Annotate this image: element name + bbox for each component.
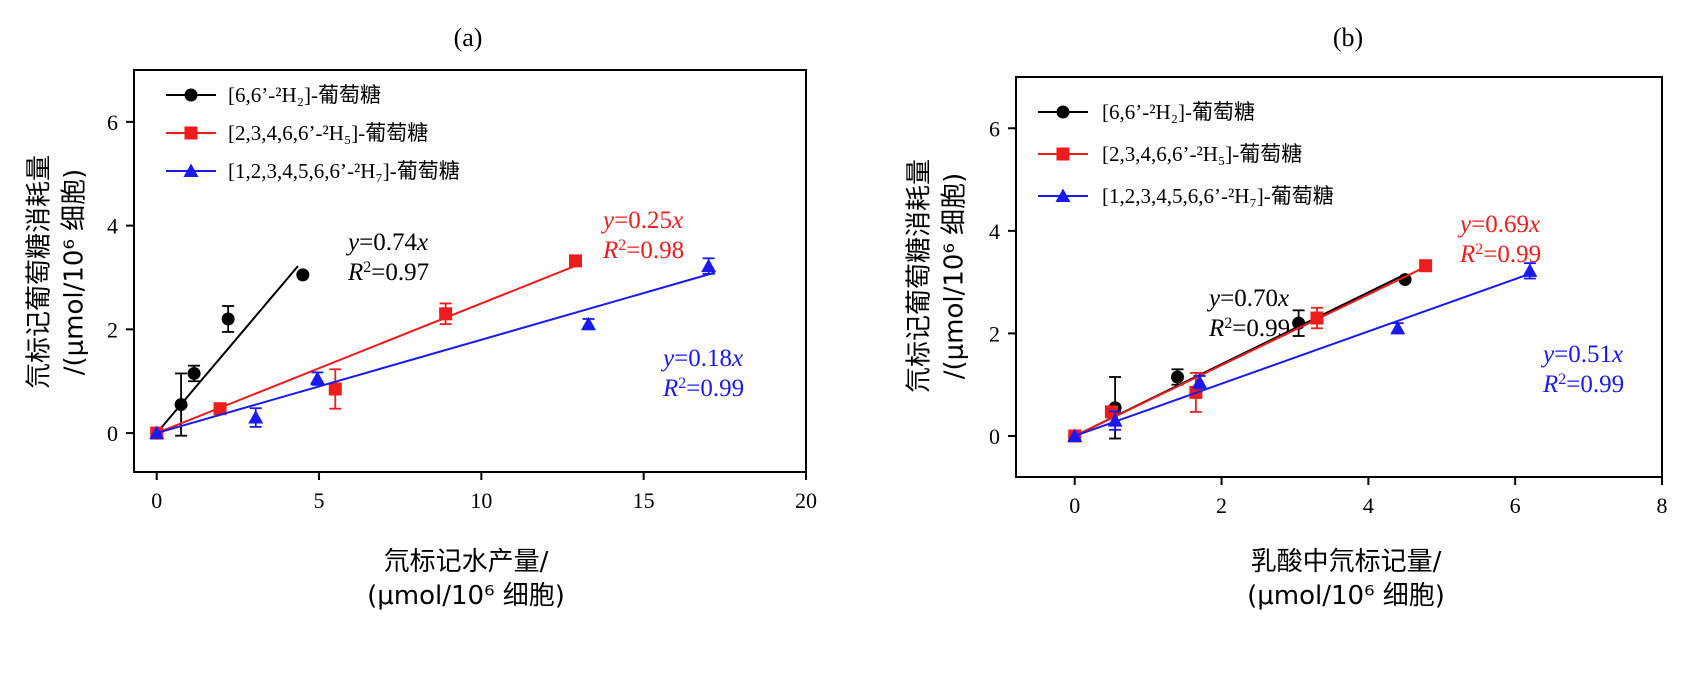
y-axis-label-unit: /(μmol/10⁶ 细胞) bbox=[940, 173, 970, 380]
fit-equation: y=0.25x bbox=[600, 207, 683, 234]
fit-equation: y=0.18x bbox=[660, 345, 743, 372]
fit-r-squared: R2=0.99 bbox=[1208, 315, 1290, 343]
data-point bbox=[701, 258, 717, 273]
panel-title: (b) bbox=[1333, 23, 1363, 52]
y-tick-label: 6 bbox=[107, 110, 118, 135]
fit-r-squared: R2=0.99 bbox=[662, 375, 744, 403]
y-axis-label-unit: /(μmol/10⁶ 细胞) bbox=[60, 169, 90, 376]
x-tick-label: 20 bbox=[795, 488, 817, 513]
x-tick-label: 10 bbox=[470, 488, 492, 513]
data-point bbox=[1192, 374, 1208, 389]
legend-marker bbox=[184, 126, 198, 140]
y-tick-label: 2 bbox=[989, 321, 1000, 346]
legend: [6,6’-²H₂]-葡萄糖 [2,3,4,6,6’-²H₅]-葡萄糖 [1,2,3… bbox=[1038, 100, 1334, 208]
panel-title: (a) bbox=[454, 23, 483, 52]
data-point bbox=[213, 402, 227, 416]
data-point bbox=[248, 410, 264, 424]
data-point bbox=[1398, 273, 1412, 287]
data-point bbox=[439, 307, 453, 321]
x-tick-label: 0 bbox=[151, 488, 162, 513]
y-tick-label: 2 bbox=[107, 317, 118, 342]
series-triangle: y=0.51x R2=0.99 bbox=[1067, 262, 1624, 442]
x-axis-label: 氘标记水产量/ bbox=[384, 547, 549, 577]
legend-label: [1,2,3,4,5,6,6’-²H₇]-葡萄糖 bbox=[1102, 184, 1334, 208]
data-point bbox=[569, 254, 583, 268]
data-point bbox=[328, 382, 342, 396]
y-tick-label: 6 bbox=[989, 116, 1000, 141]
panel-b: (b) 0 2 4 6 8 0 2 4 6 乳酸中氘标记量/ (μmol/10⁶ 细胞) 氘标记葡萄糖消… bbox=[905, 23, 1668, 611]
data-point bbox=[149, 425, 165, 440]
data-point bbox=[1310, 311, 1324, 325]
fit-equation: y=0.69x bbox=[1457, 211, 1540, 238]
legend-marker bbox=[184, 88, 198, 102]
y-tick-label: 4 bbox=[107, 214, 118, 239]
legend-marker bbox=[183, 163, 199, 177]
series-square: y=0.69x R2=0.99 bbox=[1068, 211, 1541, 443]
data-point bbox=[1522, 263, 1538, 277]
x-tick-label: 5 bbox=[314, 488, 325, 513]
fit-line bbox=[1074, 265, 1427, 437]
y-axis-label: 氘标记葡萄糖消耗量 bbox=[25, 155, 55, 389]
fit-line bbox=[156, 271, 716, 435]
fit-r-squared: R2=0.98 bbox=[602, 237, 684, 265]
data-point bbox=[174, 398, 188, 412]
data-point bbox=[1067, 428, 1083, 442]
data-point bbox=[221, 312, 235, 326]
fit-r-squared: R2=0.97 bbox=[347, 259, 429, 287]
series-square: y=0.25x R2=0.98 bbox=[150, 207, 684, 440]
data-point bbox=[296, 268, 310, 282]
fit-equation: y=0.74x bbox=[345, 229, 428, 256]
legend-marker bbox=[1055, 188, 1071, 202]
data-point bbox=[1107, 413, 1123, 427]
legend-marker bbox=[1056, 105, 1070, 119]
y-axis-label: 氘标记葡萄糖消耗量 bbox=[905, 159, 935, 393]
data-point bbox=[1390, 320, 1406, 335]
legend-label: [6,6’-²H₂]-葡萄糖 bbox=[228, 83, 381, 107]
x-tick-label: 4 bbox=[1363, 493, 1374, 518]
plot-frame bbox=[1015, 76, 1663, 478]
legend: [6,6’-²H₂]-葡萄糖 [2,3,4,6,6’-²H₅]-葡萄糖 [1,2,3… bbox=[166, 83, 460, 183]
data-point bbox=[1419, 259, 1433, 273]
x-tick-label: 0 bbox=[1069, 493, 1080, 518]
x-tick-label: 6 bbox=[1510, 493, 1521, 518]
data-point bbox=[187, 366, 201, 380]
y-tick-label: 0 bbox=[989, 424, 1000, 449]
x-tick-label: 15 bbox=[633, 488, 655, 513]
legend-label: [2,3,4,6,6’-²H₅]-葡萄糖 bbox=[228, 121, 428, 145]
legend-marker bbox=[1056, 147, 1070, 161]
x-axis-label-unit: (μmol/10⁶ 细胞) bbox=[1247, 581, 1445, 611]
x-axis-label: 乳酸中氘标记量/ bbox=[1251, 547, 1442, 577]
panel-a: (a) 0 5 10 15 20 0 2 4 6 氘标记水产量/ (μmol/10⁶ 细胞) 氘标记葡萄… bbox=[25, 23, 818, 611]
legend-label: [6,6’-²H₂]-葡萄糖 bbox=[1102, 100, 1255, 124]
legend-label: [1,2,3,4,5,6,6’-²H₇]-葡萄糖 bbox=[228, 159, 460, 183]
x-tick-label: 2 bbox=[1216, 493, 1227, 518]
fit-equation: y=0.51x bbox=[1540, 341, 1623, 368]
legend-label: [2,3,4,6,6’-²H₅]-葡萄糖 bbox=[1102, 142, 1302, 166]
plot-frame bbox=[133, 69, 807, 473]
y-tick-label: 0 bbox=[107, 421, 118, 446]
fit-line bbox=[1074, 272, 1531, 437]
data-point bbox=[309, 371, 325, 385]
y-tick-label: 4 bbox=[989, 219, 1000, 244]
series-triangle: y=0.18x R2=0.99 bbox=[149, 257, 744, 440]
data-point bbox=[580, 316, 596, 331]
fit-r-squared: R2=0.99 bbox=[1542, 371, 1624, 399]
series-circle: y=0.74x R2=0.97 bbox=[150, 229, 429, 440]
x-tick-label: 8 bbox=[1657, 493, 1668, 518]
fit-equation: y=0.70x bbox=[1206, 285, 1289, 312]
x-axis-label-unit: (μmol/10⁶ 细胞) bbox=[367, 581, 565, 611]
data-point bbox=[1171, 370, 1184, 384]
